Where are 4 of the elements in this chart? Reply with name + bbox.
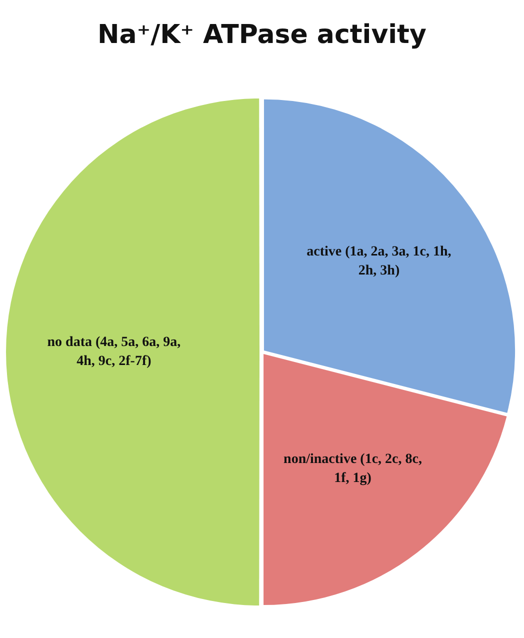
slice-label: no data (4a, 5a, 6a, 9a, 4h, 9c, 2f-7f) [47, 335, 181, 370]
slice-label: active (1a, 2a, 3a, 1c, 1h, 2h, 3h) [306, 244, 452, 278]
slice-label: non/inactive (1c, 2c, 8c, 1f, 1g) [284, 452, 422, 486]
chart-title: Na⁺/K⁺ ATPase activity [96, 20, 428, 52]
